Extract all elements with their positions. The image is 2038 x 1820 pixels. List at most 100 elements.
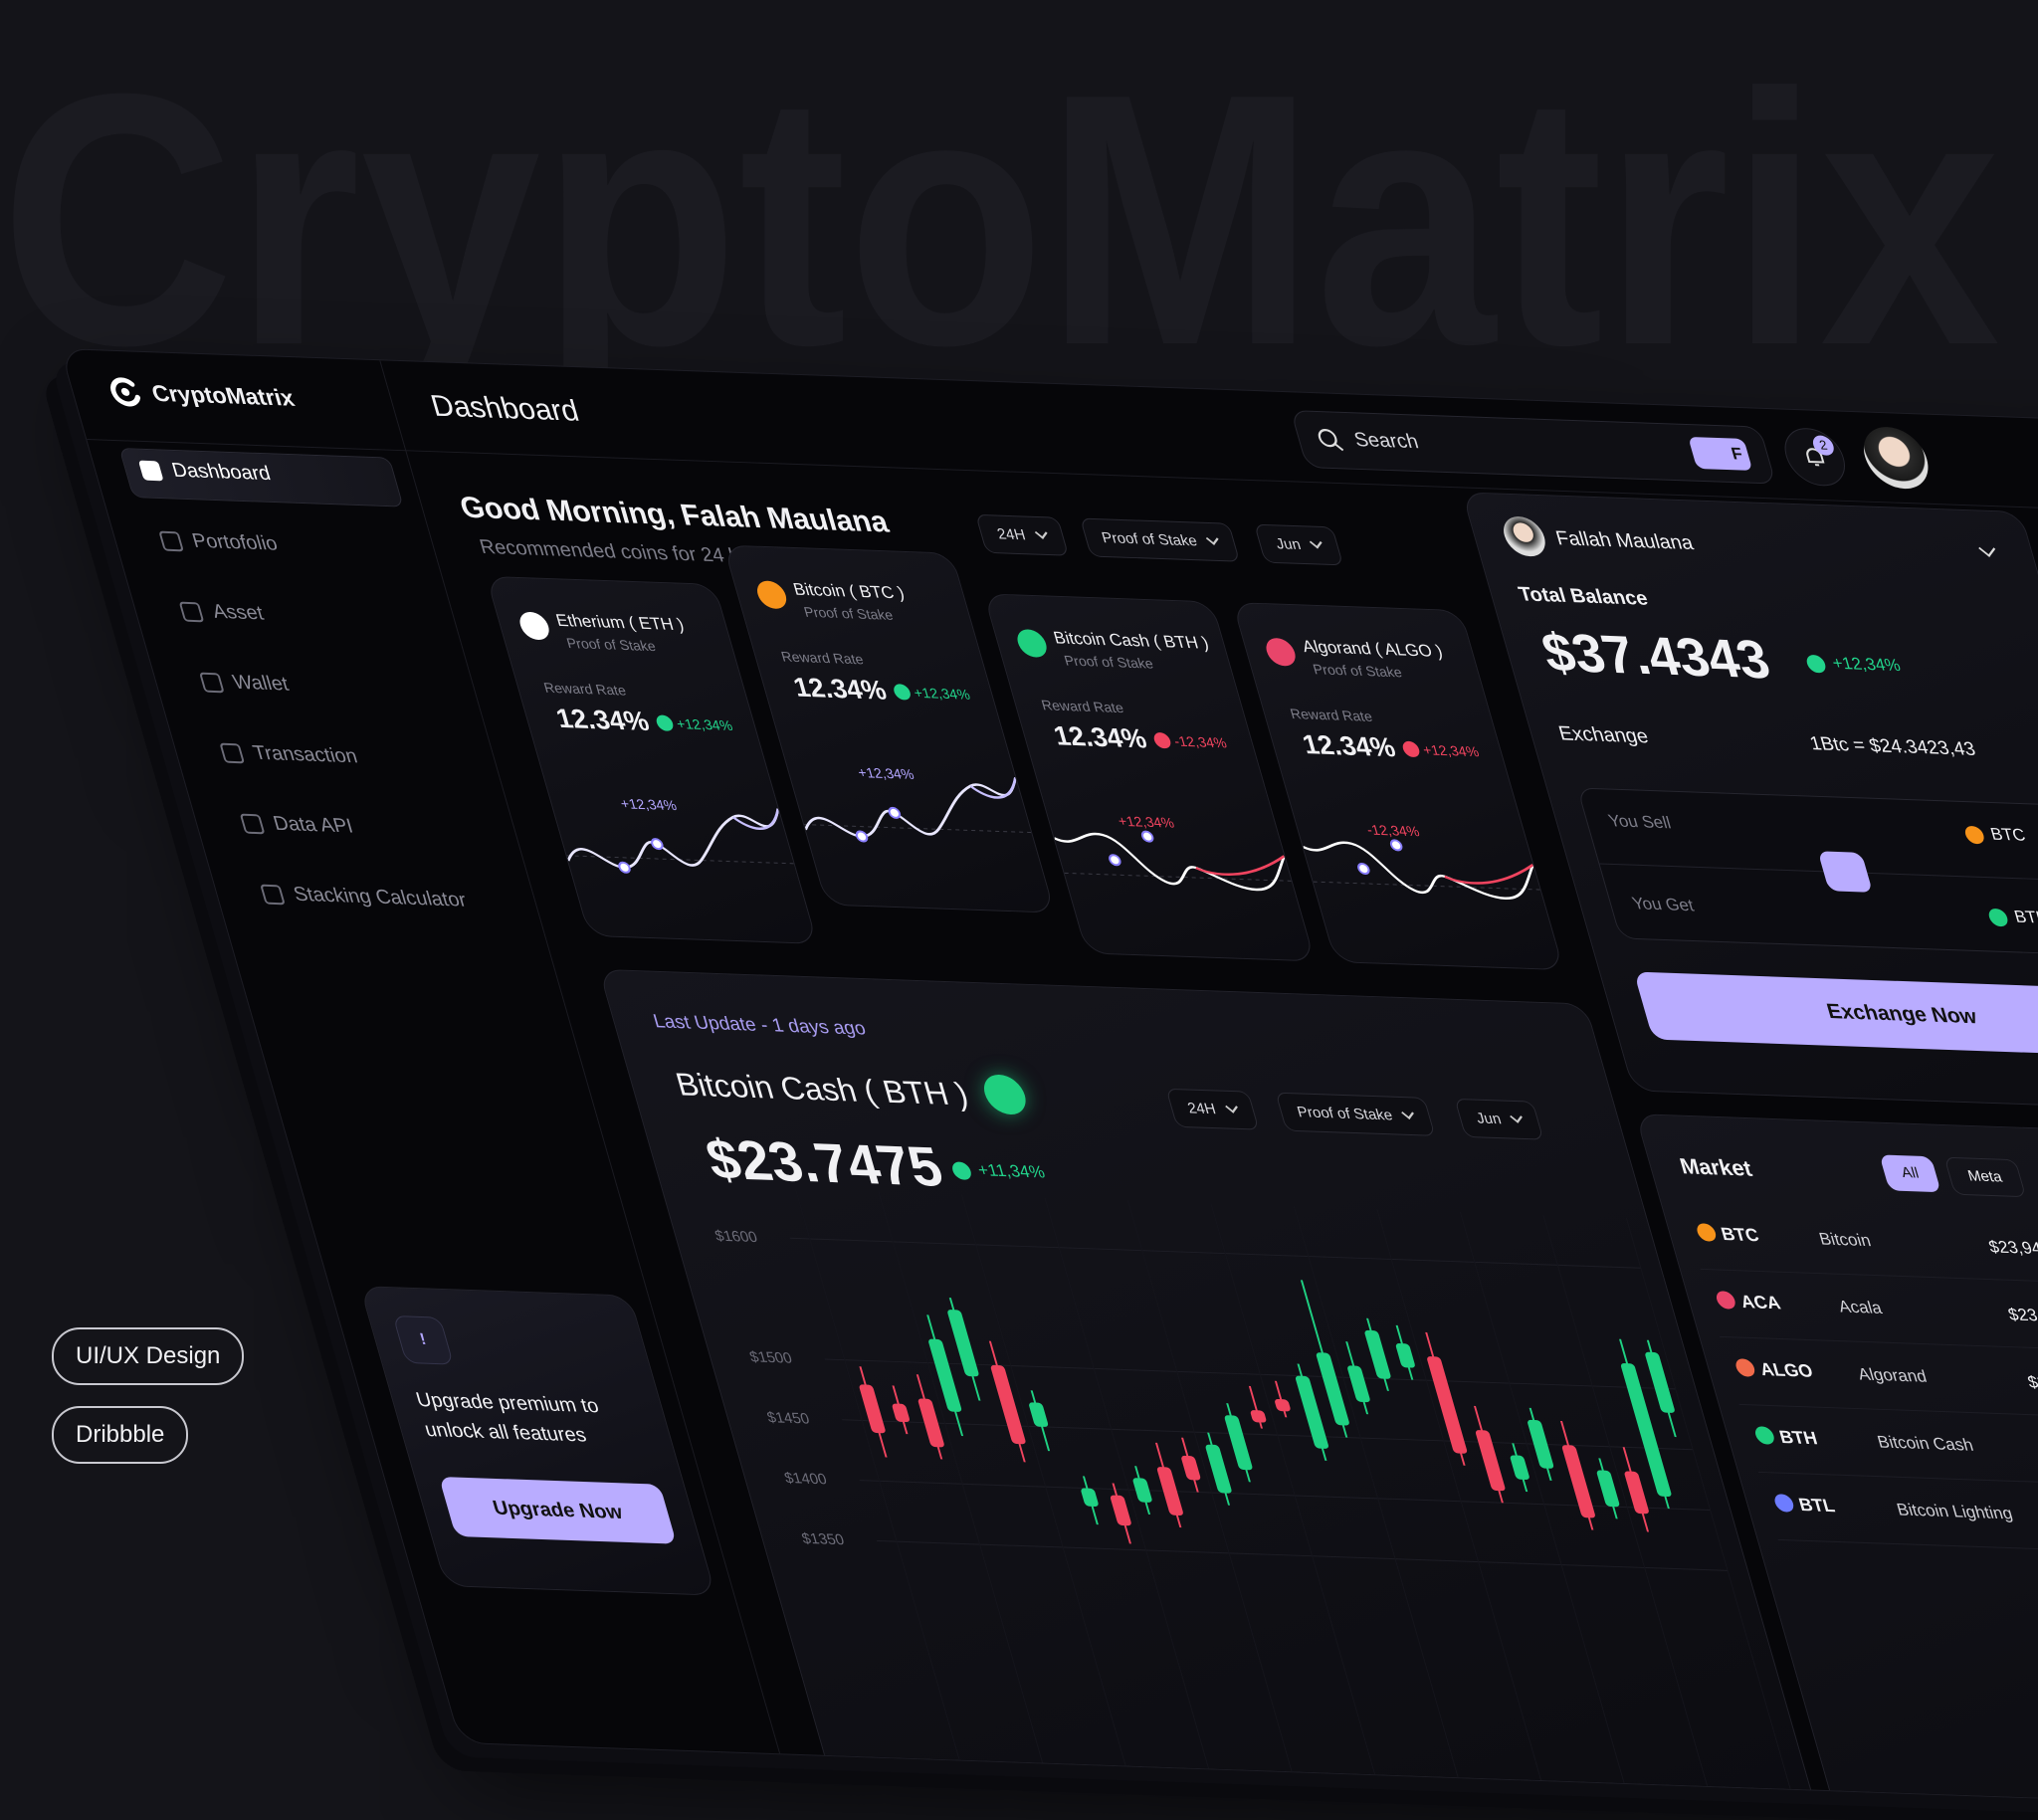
candle-body (1645, 1351, 1675, 1413)
sparkline-point (618, 861, 631, 874)
y-tick-label: $1500 (748, 1349, 794, 1367)
candle-body (1347, 1365, 1370, 1403)
nav-item[interactable]: Asset (210, 600, 267, 625)
market-name: Bitcoin (1816, 1229, 1874, 1251)
sparkline-tail (1195, 855, 1286, 877)
exchange-rate: 1Btc = $24.3423,43 (1807, 733, 1978, 760)
filter-range[interactable]: 24H (975, 513, 1069, 556)
tag: UI/UX Design (52, 1327, 245, 1385)
candle-body (1596, 1470, 1620, 1508)
filter-type[interactable]: Proof of Stake (1080, 517, 1241, 562)
reward-label: Reward Rate (1288, 706, 1374, 724)
candle-body (990, 1364, 1026, 1445)
tag: Dribbble (52, 1406, 189, 1464)
nav-item[interactable]: Transaction (250, 741, 360, 768)
market-symbol: BTH (1776, 1427, 1820, 1449)
sell-coin-wrap[interactable]: BTC (1962, 824, 2028, 846)
reward-label: Reward Rate (779, 648, 866, 668)
nav-item[interactable]: Dashboard (169, 459, 274, 486)
exchange-label: Exchange (1555, 722, 1652, 748)
sparkline-baseline (1313, 881, 1540, 891)
nav-icon (198, 672, 225, 694)
user-menu-chevron[interactable] (1978, 539, 1996, 557)
notification-button[interactable]: 2 (1777, 427, 1853, 488)
swap-button[interactable] (1817, 851, 1874, 893)
candle-body (1081, 1488, 1099, 1507)
search-placeholder: Search (1351, 429, 1422, 454)
candle-body (1427, 1356, 1468, 1454)
sparkline-point (651, 838, 664, 851)
nav-item[interactable]: Data API (271, 812, 356, 838)
greeting: Good Morning, Falah Maulana (456, 491, 893, 539)
coin-card[interactable]: Algorand ( ALGO ) Proof of Stake Reward Ra… (1231, 602, 1564, 971)
reward-change: +12,34% (674, 715, 735, 734)
market-title: Market (1677, 1153, 1755, 1181)
balance-label: Total Balance (1516, 583, 1651, 610)
candle-body (1205, 1444, 1232, 1494)
market-icon (1752, 1426, 1776, 1445)
user-avatar[interactable] (1856, 426, 1936, 491)
market-divider (1719, 1335, 2038, 1357)
candle-body (1156, 1467, 1183, 1516)
market-rows: BTC Bitcoin $23,945 ACA Acala $23,945 ALGO Algo… (1636, 1114, 2038, 1560)
candle-body (1620, 1362, 1672, 1498)
nav-icon (158, 530, 184, 552)
market-tab-active[interactable]: All (1879, 1154, 1941, 1193)
grid-line (876, 1539, 1729, 1571)
change-icon (892, 684, 913, 701)
candle-body (1132, 1478, 1152, 1503)
get-coin-wrap[interactable]: BTH (1986, 907, 2038, 928)
sparkline: -12,34% (1303, 823, 1540, 900)
y-tick-label: $1450 (765, 1409, 811, 1427)
market-tab[interactable]: Meta (1943, 1156, 2027, 1198)
market-price: $23,945 (1986, 1237, 2038, 1259)
sparkline-point (888, 806, 902, 819)
coin-card[interactable]: Etherium ( ETH ) Proof of Stake Reward Rat… (485, 575, 818, 944)
y-tick-label: $1400 (782, 1470, 828, 1488)
candle-body (1110, 1495, 1131, 1526)
sparkline-tail (732, 808, 780, 831)
reward-change: -12,34% (1171, 732, 1229, 751)
market-icon (1733, 1358, 1757, 1377)
search-icon (1318, 429, 1344, 452)
candle-body (1624, 1471, 1649, 1515)
coin-card[interactable]: Bitcoin Cash ( BTH ) Proof of Stake Reward… (982, 593, 1316, 962)
page: CryptoMatrix CryptoMatrix ! Upgrade prem… (0, 0, 2038, 1528)
get-label: You Get (1629, 894, 1697, 915)
nav-item[interactable]: Wallet (230, 671, 292, 696)
upgrade-button[interactable]: Upgrade Now (438, 1476, 678, 1544)
reward-rate: 12.34% (789, 672, 891, 706)
logo-icon (110, 377, 141, 407)
grid-line-vertical (1459, 1211, 1634, 1814)
market-icon (1772, 1494, 1796, 1513)
page-title: Dashboard (427, 389, 583, 428)
nav-item[interactable]: Portofolio (189, 529, 281, 555)
coin-card[interactable]: Bitcoin ( BTC ) Proof of Stake Reward Rate… (722, 544, 1056, 913)
candle-wick (1274, 1380, 1288, 1418)
bell-icon (1806, 448, 1825, 467)
y-tick-label: $1600 (713, 1228, 759, 1246)
filter-month[interactable]: Jun (1254, 523, 1344, 566)
market-symbol: ALGO (1757, 1359, 1815, 1381)
search-box[interactable]: Search F (1290, 410, 1777, 485)
candle-body (917, 1398, 944, 1448)
grid-line-vertical (878, 1191, 1052, 1794)
candle-body (1475, 1430, 1506, 1492)
grid-line (842, 1419, 1694, 1451)
nav-item[interactable]: Stacking Calculator (291, 883, 470, 911)
coin-name: Bitcoin ( BTC ) (790, 579, 907, 603)
balance-change: +12,34% (1829, 653, 1903, 676)
market-name: Algorand (1855, 1364, 1930, 1386)
sparkline-point (1357, 863, 1370, 876)
market-icon (1695, 1223, 1719, 1242)
reward-rate: 12.34% (552, 703, 653, 737)
grid-line-vertical (1044, 1197, 1218, 1800)
candle-body (892, 1403, 910, 1423)
watermark: CryptoMatrix (0, 20, 2002, 418)
exchange-button[interactable]: Exchange Now (1633, 971, 2038, 1058)
get-coin-icon (1986, 908, 2010, 926)
grid-line (859, 1480, 1711, 1512)
chart-panel: Last Update - 1 days ago Bitcoin Cash ( … (598, 968, 1821, 1820)
sparkline-line (1303, 841, 1534, 900)
sparkline-point (855, 830, 869, 843)
